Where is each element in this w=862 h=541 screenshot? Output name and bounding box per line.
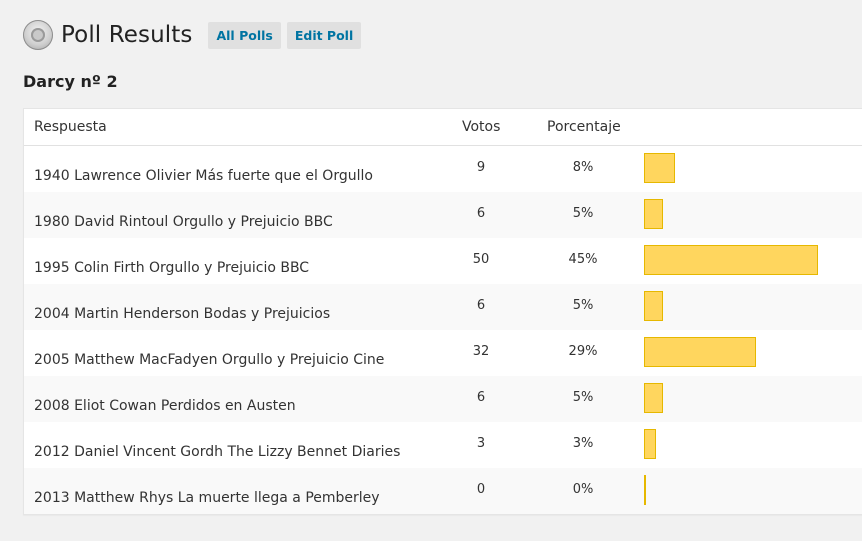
result-bar-track xyxy=(644,475,844,505)
result-bar xyxy=(644,429,656,459)
result-bar xyxy=(644,383,663,413)
answer-label: 2004 Martin Henderson Bodas y Prejuicios xyxy=(34,306,331,322)
answer-label: 2005 Matthew MacFadyen Orgullo y Prejuic… xyxy=(34,352,385,368)
result-bar xyxy=(644,153,675,183)
column-header-answer: Respuesta xyxy=(34,119,107,135)
vote-count: 6 xyxy=(476,206,486,221)
result-bar-track xyxy=(644,291,844,321)
result-bar xyxy=(644,291,663,321)
vote-percent: 5% xyxy=(572,298,594,313)
answer-label: 2012 Daniel Vincent Gordh The Lizzy Benn… xyxy=(34,444,401,460)
vote-count: 3 xyxy=(476,436,486,451)
vote-percent: 5% xyxy=(572,390,594,405)
result-bar-track xyxy=(644,383,844,413)
vote-percent: 45% xyxy=(568,252,598,267)
table-header: Respuesta Votos Porcentaje xyxy=(24,109,862,146)
table-row: 1940 Lawrence Olivier Más fuerte que el … xyxy=(24,146,862,192)
table-row: 1980 David Rintoul Orgullo y Prejuicio B… xyxy=(24,192,862,238)
vote-percent: 5% xyxy=(572,206,594,221)
page-title: Poll Results xyxy=(61,22,193,48)
result-bar xyxy=(644,475,646,505)
result-bar xyxy=(644,199,663,229)
page-header: Poll Results All Polls Edit Poll xyxy=(23,18,362,52)
vote-count: 0 xyxy=(476,482,486,497)
result-bar-track xyxy=(644,153,844,183)
vote-percent: 0% xyxy=(572,482,594,497)
answer-label: 1940 Lawrence Olivier Más fuerte que el … xyxy=(34,168,373,184)
table-row: 2012 Daniel Vincent Gordh The Lizzy Benn… xyxy=(24,422,862,468)
table-row: 2005 Matthew MacFadyen Orgullo y Prejuic… xyxy=(24,330,862,376)
result-bar xyxy=(644,337,756,367)
result-bar-track xyxy=(644,337,844,367)
edit-poll-button[interactable]: Edit Poll xyxy=(286,21,362,49)
results-table: Respuesta Votos Porcentaje 1940 Lawrence… xyxy=(23,108,862,515)
answer-label: 2008 Eliot Cowan Perdidos en Austen xyxy=(34,398,296,414)
vote-count: 6 xyxy=(476,390,486,405)
vote-count: 9 xyxy=(476,160,486,175)
vote-percent: 8% xyxy=(572,160,594,175)
poll-icon xyxy=(23,20,53,50)
column-header-percent: Porcentaje xyxy=(547,119,621,135)
result-bar-track xyxy=(644,199,844,229)
table-row: 1995 Colin Firth Orgullo y Prejuicio BBC… xyxy=(24,238,862,284)
answer-label: 1980 David Rintoul Orgullo y Prejuicio B… xyxy=(34,214,333,230)
result-bar-track xyxy=(644,245,844,275)
vote-count: 6 xyxy=(476,298,486,313)
poll-name: Darcy nº 2 xyxy=(23,72,118,91)
result-bar-track xyxy=(644,429,844,459)
column-header-votes: Votos xyxy=(462,119,501,135)
vote-percent: 29% xyxy=(568,344,598,359)
table-row: 2004 Martin Henderson Bodas y Prejuicios… xyxy=(24,284,862,330)
vote-count: 32 xyxy=(472,344,490,359)
answer-label: 2013 Matthew Rhys La muerte llega a Pemb… xyxy=(34,490,380,506)
table-row: 2013 Matthew Rhys La muerte llega a Pemb… xyxy=(24,468,862,514)
answer-label: 1995 Colin Firth Orgullo y Prejuicio BBC xyxy=(34,260,310,276)
table-row: 2008 Eliot Cowan Perdidos en Austen 6 5% xyxy=(24,376,862,422)
vote-percent: 3% xyxy=(572,436,594,451)
vote-count: 50 xyxy=(472,252,490,267)
all-polls-button[interactable]: All Polls xyxy=(208,21,281,49)
result-bar xyxy=(644,245,818,275)
